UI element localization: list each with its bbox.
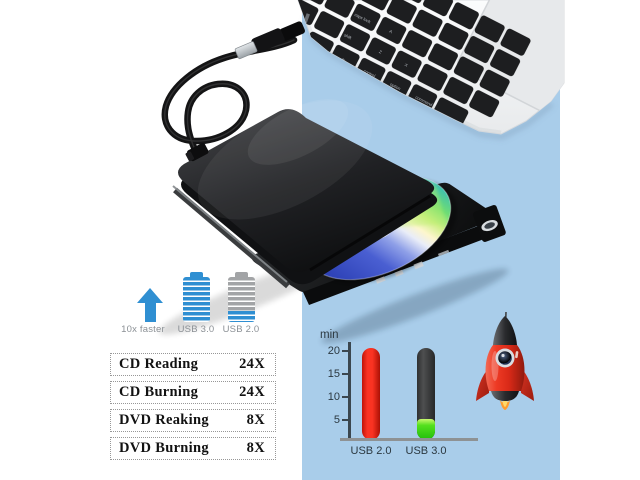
tick-mark <box>342 350 348 352</box>
spec-label: CD Reading <box>119 356 199 372</box>
table-row: CD Reading 24X <box>110 353 276 376</box>
spec-label: DVD Reaking <box>119 412 209 428</box>
table-row: CD Burning 24X <box>110 381 276 404</box>
tick-mark <box>342 396 348 398</box>
y-axis <box>348 342 351 439</box>
table-row: DVD Reaking 8X <box>110 409 276 432</box>
spec-label: DVD Burning <box>119 440 209 456</box>
tray-shadow <box>321 268 509 344</box>
cable-drive-plug <box>185 142 209 162</box>
rocket-right-fin <box>521 368 534 401</box>
usb2-battery-icon <box>228 272 255 322</box>
key-shift: shift <box>343 32 353 40</box>
y-tick-5: 5 <box>333 414 340 426</box>
category-label-usb3: USB 3.0 <box>405 445 447 457</box>
spec-value: 24X <box>239 384 265 400</box>
usb3-battery-icon <box>183 272 210 322</box>
rw-logo-icon <box>413 261 424 270</box>
rocket-left-fin <box>476 368 489 401</box>
usb-cable <box>161 21 305 162</box>
key-control: control <box>363 68 377 78</box>
spec-value: 8X <box>246 440 265 456</box>
y-tick-15: 15 <box>327 368 340 380</box>
bar-usb3 <box>417 348 435 440</box>
rocket-base <box>491 391 519 401</box>
y-tick-20: 20 <box>327 345 340 357</box>
bar-usb3-green-segment <box>417 419 435 440</box>
speed-arrow-icon <box>137 288 163 322</box>
optical-drive-photo <box>172 99 438 289</box>
rocket-icon <box>476 311 534 410</box>
key-x: X <box>404 62 409 68</box>
rocket-body <box>485 345 525 391</box>
tray-slot <box>309 194 431 272</box>
spec-label: CD Burning <box>119 384 199 400</box>
y-axis-label: min <box>320 329 339 341</box>
key-a: A <box>388 29 393 35</box>
key-z: Z <box>378 49 383 55</box>
category-label-usb2: USB 2.0 <box>350 445 392 457</box>
key-option: option <box>389 82 402 92</box>
spec-table: CD Reading 24X CD Burning 24X DVD Reakin… <box>110 353 276 465</box>
spec-value: 8X <box>246 412 265 428</box>
usb3-battery-label: USB 3.0 <box>177 324 215 335</box>
cable-laptop-plug <box>234 21 305 60</box>
rocket-nose <box>493 316 517 345</box>
usb-a-connector <box>234 41 258 60</box>
drive-silver-trim <box>172 185 288 283</box>
spec-value: 24X <box>239 356 265 372</box>
table-row: DVD Burning 8X <box>110 437 276 460</box>
speed-arrow-label: 10x faster <box>121 324 165 335</box>
x-axis <box>340 438 478 441</box>
speed-bar-chart: min 20 15 10 5 USB 2.0 USB 3.0 <box>318 328 486 468</box>
y-tick-10: 10 <box>327 391 340 403</box>
eject-button <box>437 249 450 257</box>
tick-mark <box>342 373 348 375</box>
tick-mark <box>342 419 348 421</box>
usb2-battery-label: USB 2.0 <box>222 324 260 335</box>
bar-usb2 <box>362 348 380 440</box>
